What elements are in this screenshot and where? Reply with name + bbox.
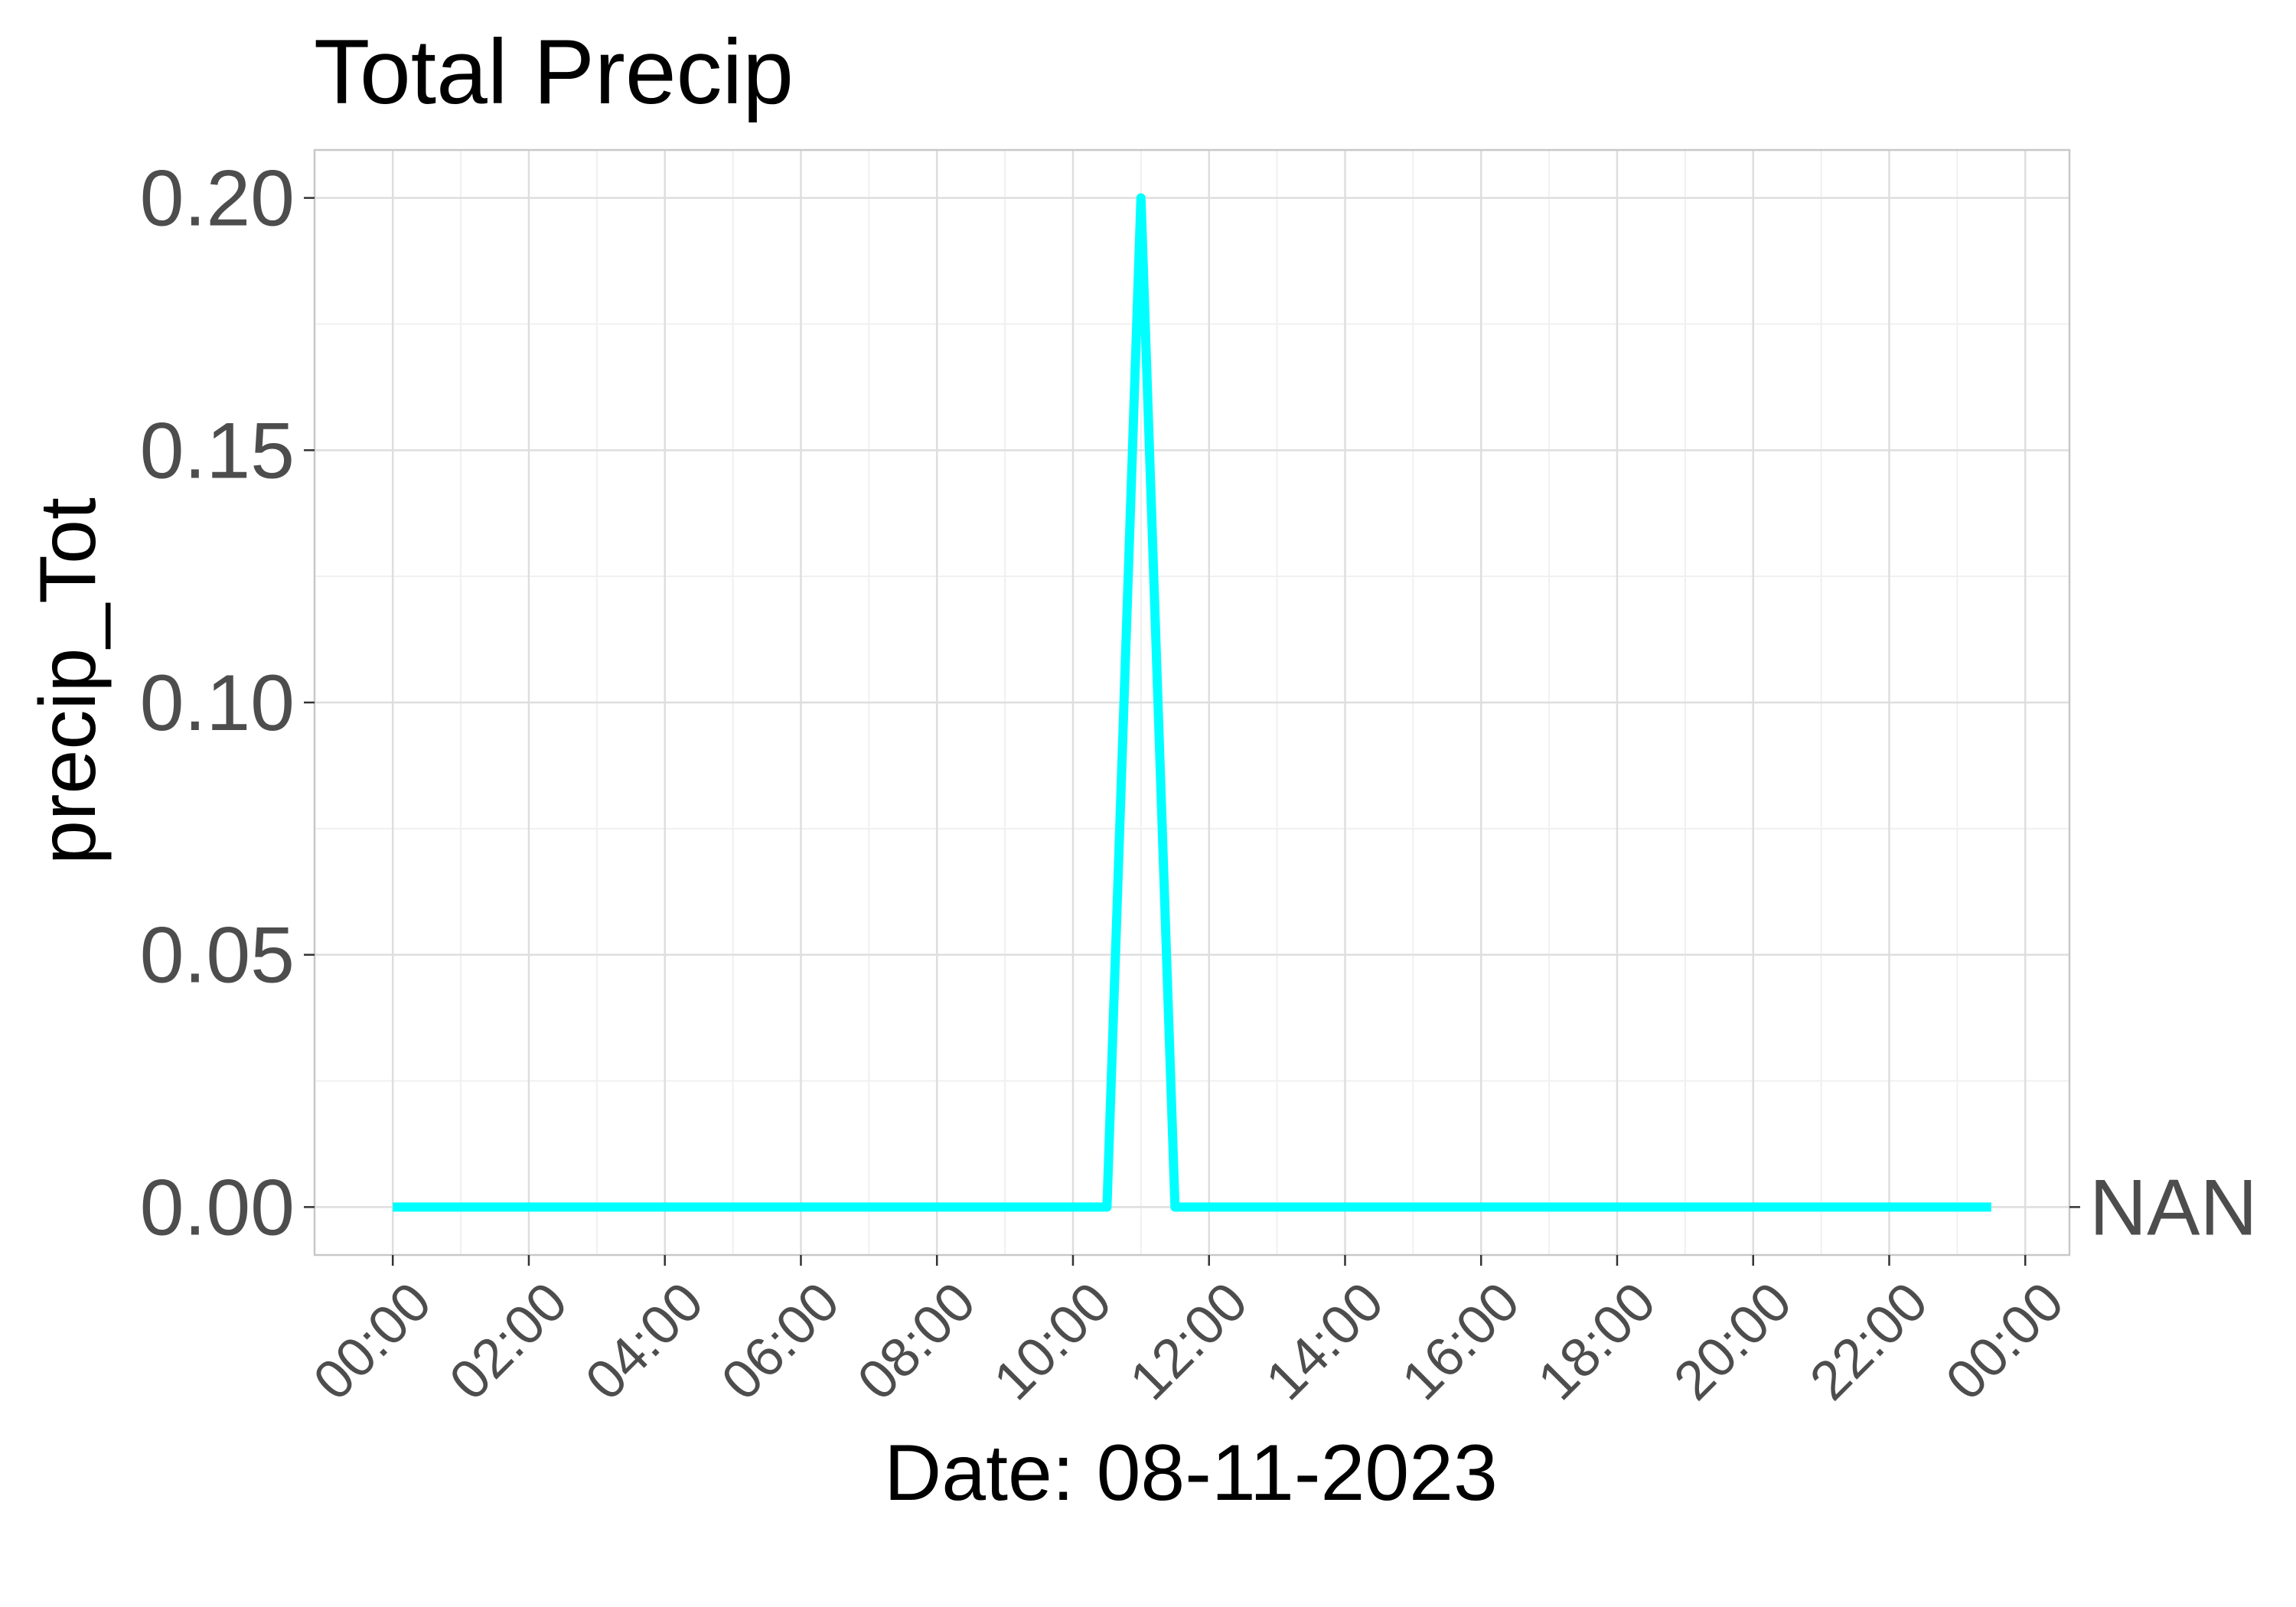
y-tick-label: 0.05 — [140, 911, 295, 1000]
y-tick-label: 0.15 — [140, 406, 295, 495]
y-axis-label: precip_Tot — [24, 497, 113, 865]
x-axis-label: Date: 08-11-2023 — [884, 1429, 1498, 1517]
y-tick-label: 0.00 — [140, 1163, 295, 1252]
y-tick-label: 0.20 — [140, 155, 295, 243]
series-end-label: NAN — [2089, 1163, 2258, 1252]
series-line — [393, 193, 1991, 1212]
y-tick-label: 0.10 — [140, 659, 295, 748]
chart-title: Total Precip — [314, 21, 794, 123]
